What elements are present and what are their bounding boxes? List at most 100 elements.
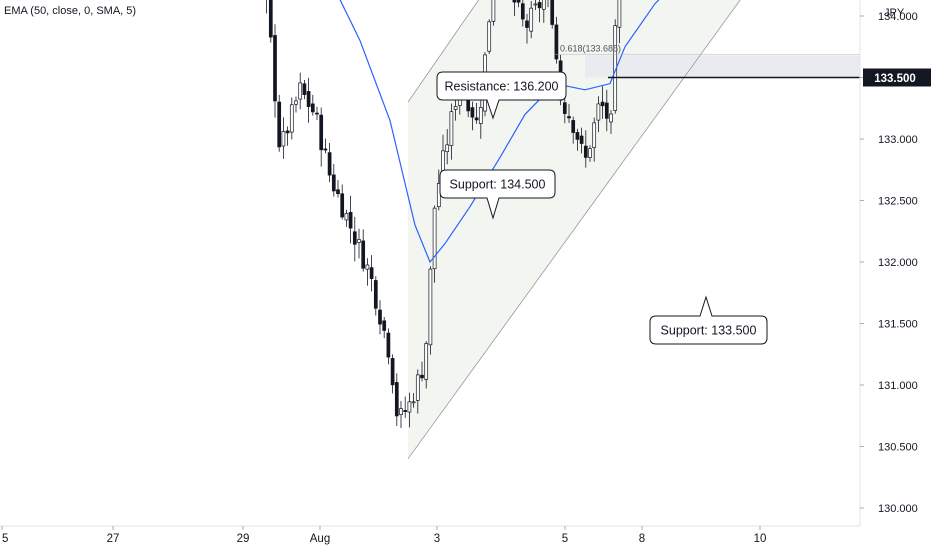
candle-body (428, 268, 433, 346)
candle-body (369, 267, 374, 279)
candle (487, 19, 492, 55)
candle-body (617, 0, 622, 28)
candle-body (579, 135, 584, 144)
candle (352, 216, 357, 262)
candle-body (348, 211, 353, 229)
candle-body (424, 343, 429, 380)
candle-body (268, 0, 273, 38)
y-tick-label: 134.000 (878, 11, 918, 23)
candle (596, 96, 601, 133)
candle (336, 180, 340, 198)
candle-body (604, 102, 609, 119)
candle (609, 110, 613, 134)
candle (512, 0, 517, 16)
y-tick-label: 130.000 (878, 503, 918, 515)
candle (361, 229, 366, 272)
candle-body (331, 174, 336, 192)
currency-label: JPY (884, 7, 905, 19)
y-tick-label: 132.500 (878, 196, 918, 208)
candle-body (373, 280, 378, 309)
candle-body (378, 309, 382, 325)
candle (554, 16, 559, 64)
y-tick-label: 131.500 (878, 319, 918, 331)
y-tick-label: 133.000 (878, 134, 918, 146)
candle-body (399, 408, 403, 415)
candle-body (432, 207, 437, 270)
candle (411, 393, 416, 408)
candle (323, 138, 328, 154)
candle-body (571, 120, 576, 133)
candle (491, 0, 496, 26)
y-tick-label: 132.000 (878, 257, 918, 269)
candle (613, 19, 618, 114)
candle (277, 94, 282, 152)
candle (562, 96, 567, 124)
candle (579, 127, 584, 154)
support-lower-callout: Support: 133.500 (649, 295, 768, 345)
candle-body (600, 101, 605, 107)
x-tick-label: 27 (107, 533, 120, 545)
candle (394, 373, 399, 426)
x-tick-label: 3 (434, 533, 440, 545)
candle (310, 94, 315, 116)
candle-body (411, 401, 416, 404)
candle-body (516, 0, 521, 3)
candle (537, 0, 542, 23)
candle-body (306, 91, 311, 107)
candle-body (390, 358, 395, 386)
x-tick-label: Aug (310, 533, 330, 545)
candle (315, 106, 319, 121)
candle-body (550, 0, 555, 25)
candle-body (289, 104, 294, 133)
candle (348, 195, 353, 244)
candle (600, 86, 605, 119)
candle (369, 255, 374, 292)
candle-body (562, 102, 567, 114)
support-upper-callout-text: Support: 134.500 (450, 178, 546, 192)
resistance-callout: Resistance: 136.200 (436, 71, 567, 120)
candle-body (520, 3, 525, 20)
candle-body (323, 148, 328, 151)
candle-body (298, 82, 303, 100)
fib-618-label: 0.618(133.685) (560, 44, 621, 54)
candle (575, 128, 580, 151)
candle-body (583, 145, 588, 158)
candle (294, 96, 298, 113)
candle-body (407, 401, 412, 413)
support-lower-price-tag: 133.500 (863, 68, 931, 87)
channel-upper-line (407, 0, 480, 103)
candle-body (596, 103, 601, 121)
candle-body (386, 332, 391, 358)
candle-body (273, 35, 277, 102)
candle (424, 341, 429, 389)
candle (571, 116, 576, 144)
candle-body (588, 148, 592, 158)
candle-body (575, 132, 580, 140)
candle (604, 89, 609, 132)
candle-body (541, 0, 546, 10)
candle-body (449, 111, 454, 146)
candle-body (554, 24, 559, 60)
candle-body (361, 240, 366, 269)
candle (592, 117, 597, 162)
indicator-label: EMA (50, close, 0, SMA, 5) (4, 5, 137, 17)
candle-body (567, 116, 571, 119)
candle (428, 266, 433, 355)
candle (407, 392, 412, 428)
candle-body (277, 101, 282, 148)
candle (344, 209, 349, 227)
candle-body (592, 122, 597, 148)
support-upper-callout: Support: 134.500 (439, 169, 556, 220)
candle (445, 129, 450, 165)
x-tick-label: 29 (237, 533, 250, 545)
y-tick-label: 131.000 (878, 380, 918, 392)
candle-body (281, 131, 286, 147)
candle-body (302, 83, 307, 95)
candle-body (478, 107, 483, 124)
candle-body (344, 213, 349, 221)
candle (266, 0, 268, 14)
candle-body (525, 20, 529, 28)
candle (516, 0, 521, 8)
candle (420, 361, 424, 382)
